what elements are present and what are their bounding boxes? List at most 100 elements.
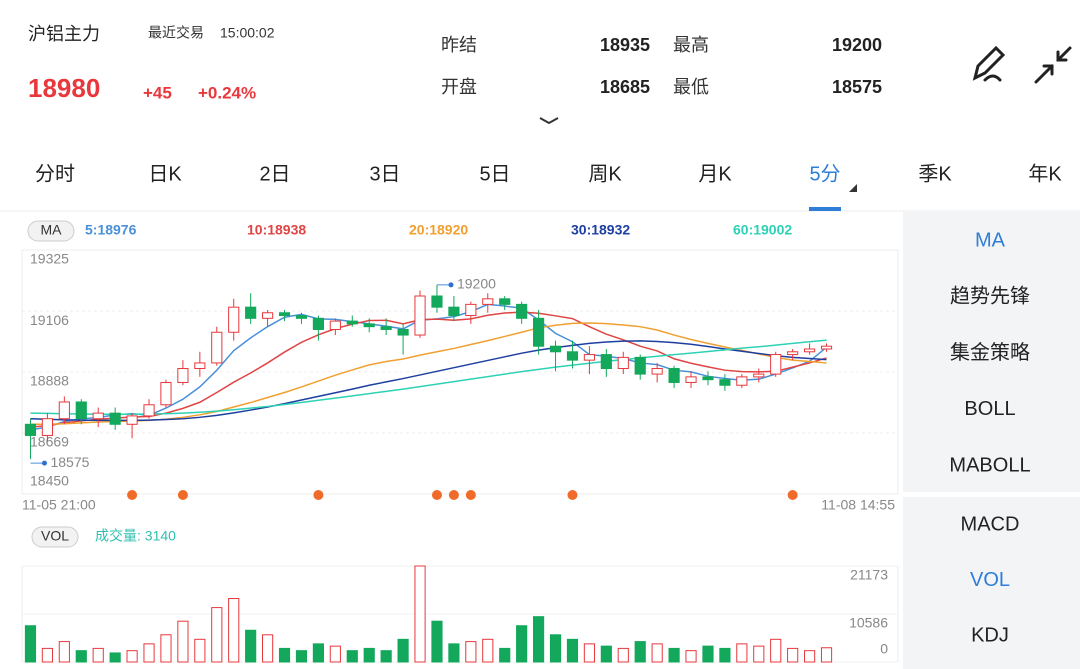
sidebar-separator xyxy=(903,492,1080,497)
ma-legend: 30:18932 xyxy=(571,222,630,238)
x-tick-label: 11-05 21:00 xyxy=(22,497,96,513)
volume-bar xyxy=(482,638,494,663)
volume-bar xyxy=(126,650,138,663)
last-trade-label: 最近交易 xyxy=(148,25,204,41)
candle-body xyxy=(363,323,375,328)
volume-bar xyxy=(312,643,324,663)
volume-legend: 成交量: 3140 xyxy=(95,528,176,544)
volume-bar xyxy=(211,607,223,663)
volume-bar xyxy=(804,650,816,663)
volume-bar xyxy=(177,620,189,663)
signal-dot xyxy=(313,490,324,500)
edit-icon[interactable] xyxy=(972,45,1006,82)
candle-body xyxy=(431,295,443,308)
volume-bar xyxy=(634,641,646,663)
tab[interactable]: 2日 xyxy=(259,163,290,185)
indicator[interactable]: 趋势先锋 xyxy=(950,285,1030,308)
change-pct: +0.24% xyxy=(198,83,256,102)
annotation-dot xyxy=(41,460,47,466)
indicator[interactable]: 集金策略 xyxy=(950,341,1030,364)
volume-bar xyxy=(600,645,612,663)
signal-dot xyxy=(431,490,442,500)
ma-legend: 5:18976 xyxy=(85,222,137,238)
candle-body xyxy=(194,362,206,370)
candle-body xyxy=(634,356,646,375)
annotation-dot xyxy=(448,282,454,288)
legend-box xyxy=(27,220,75,242)
candle-body xyxy=(160,381,172,406)
stat-value: 19200 xyxy=(832,35,882,55)
volume-bar xyxy=(770,638,782,663)
candle-body xyxy=(177,368,189,383)
volume-bar xyxy=(92,647,104,663)
indicator[interactable]: BOLL xyxy=(964,398,1015,420)
volume-bar xyxy=(262,634,274,663)
tab[interactable]: 年K xyxy=(1028,162,1062,185)
volume-bar xyxy=(787,647,799,663)
volume-bar xyxy=(295,650,308,663)
y-tick-label: 0 xyxy=(880,641,888,657)
sub-indicator[interactable]: MACD xyxy=(961,513,1020,535)
tab[interactable]: 月K xyxy=(698,163,732,185)
tab-caret xyxy=(849,184,857,192)
candle-body xyxy=(312,317,324,330)
collapse-icon[interactable] xyxy=(1034,46,1072,84)
tab[interactable]: 季K xyxy=(918,162,952,185)
candle-body xyxy=(278,312,291,317)
volume-bar xyxy=(533,616,545,663)
y-tick-label: 19325 xyxy=(30,251,69,267)
volume-bar xyxy=(228,598,240,663)
candle-body xyxy=(753,373,765,378)
candle-body xyxy=(651,368,663,375)
indicator[interactable]: MA xyxy=(975,229,1006,251)
ma-line xyxy=(30,339,827,415)
legend-box-label: VOL xyxy=(41,528,69,544)
candle-body xyxy=(583,354,595,361)
indicator[interactable]: MABOLL xyxy=(949,454,1030,476)
signal-dot xyxy=(567,490,578,500)
volume-bar xyxy=(75,650,87,663)
volume-bar xyxy=(194,638,206,663)
volume-bar xyxy=(549,634,562,663)
ma-legend: 20:18920 xyxy=(409,222,468,238)
candle-body xyxy=(499,298,511,305)
expand-caret[interactable] xyxy=(539,117,559,125)
y-tick-label: 10586 xyxy=(849,615,888,631)
stat-label: 最低 xyxy=(673,77,709,97)
tab[interactable]: 3日 xyxy=(369,163,400,185)
tab[interactable]: 5分 xyxy=(809,162,840,185)
stat-value: 18935 xyxy=(600,35,650,55)
stat-label: 最高 xyxy=(673,35,709,55)
volume-bar xyxy=(719,647,731,663)
volume-bar xyxy=(702,645,714,663)
volume-bar xyxy=(820,647,833,663)
signal-dot xyxy=(127,490,138,500)
candle-body xyxy=(414,295,426,336)
volume-bar xyxy=(651,643,663,663)
sub-indicator[interactable]: VOL xyxy=(970,569,1010,591)
volume-bar xyxy=(685,650,697,663)
candle-body xyxy=(617,356,629,370)
volume-bar xyxy=(736,643,748,663)
sub-indicator[interactable]: KDJ xyxy=(971,624,1009,646)
volume-bar xyxy=(278,647,291,663)
candle-body xyxy=(211,331,223,364)
volume-bar xyxy=(516,625,528,663)
tab[interactable]: 日K xyxy=(148,163,182,185)
tab[interactable]: 周K xyxy=(588,163,622,185)
candle-body xyxy=(448,306,460,317)
candle-body xyxy=(482,298,494,305)
candle-body xyxy=(549,345,562,353)
volume-bar xyxy=(363,647,375,663)
candle-body xyxy=(702,376,714,381)
volume-bar xyxy=(58,641,70,663)
volume-bar xyxy=(245,629,257,663)
volume-bar xyxy=(346,650,358,663)
volume-bar xyxy=(448,643,460,663)
candle-body xyxy=(736,376,748,386)
tab[interactable]: 分时 xyxy=(35,162,75,185)
tab[interactable]: 5日 xyxy=(479,163,510,185)
candle-body xyxy=(820,345,833,350)
legend-box xyxy=(31,526,79,548)
annotation: 19200 xyxy=(457,276,496,292)
